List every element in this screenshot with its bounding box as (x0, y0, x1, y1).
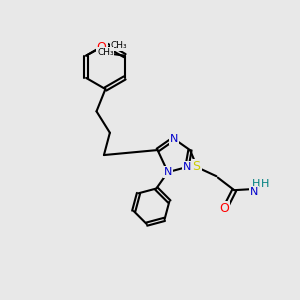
Text: S: S (193, 160, 200, 173)
Text: CH₃: CH₃ (110, 41, 127, 50)
Text: O: O (97, 41, 106, 54)
Text: H: H (252, 179, 260, 189)
Text: N: N (169, 134, 178, 144)
Text: H: H (261, 179, 269, 189)
Text: O: O (220, 202, 230, 215)
Text: N: N (164, 167, 172, 177)
Text: CH₃: CH₃ (97, 48, 114, 57)
Text: N: N (249, 187, 258, 197)
Text: N: N (183, 162, 191, 172)
